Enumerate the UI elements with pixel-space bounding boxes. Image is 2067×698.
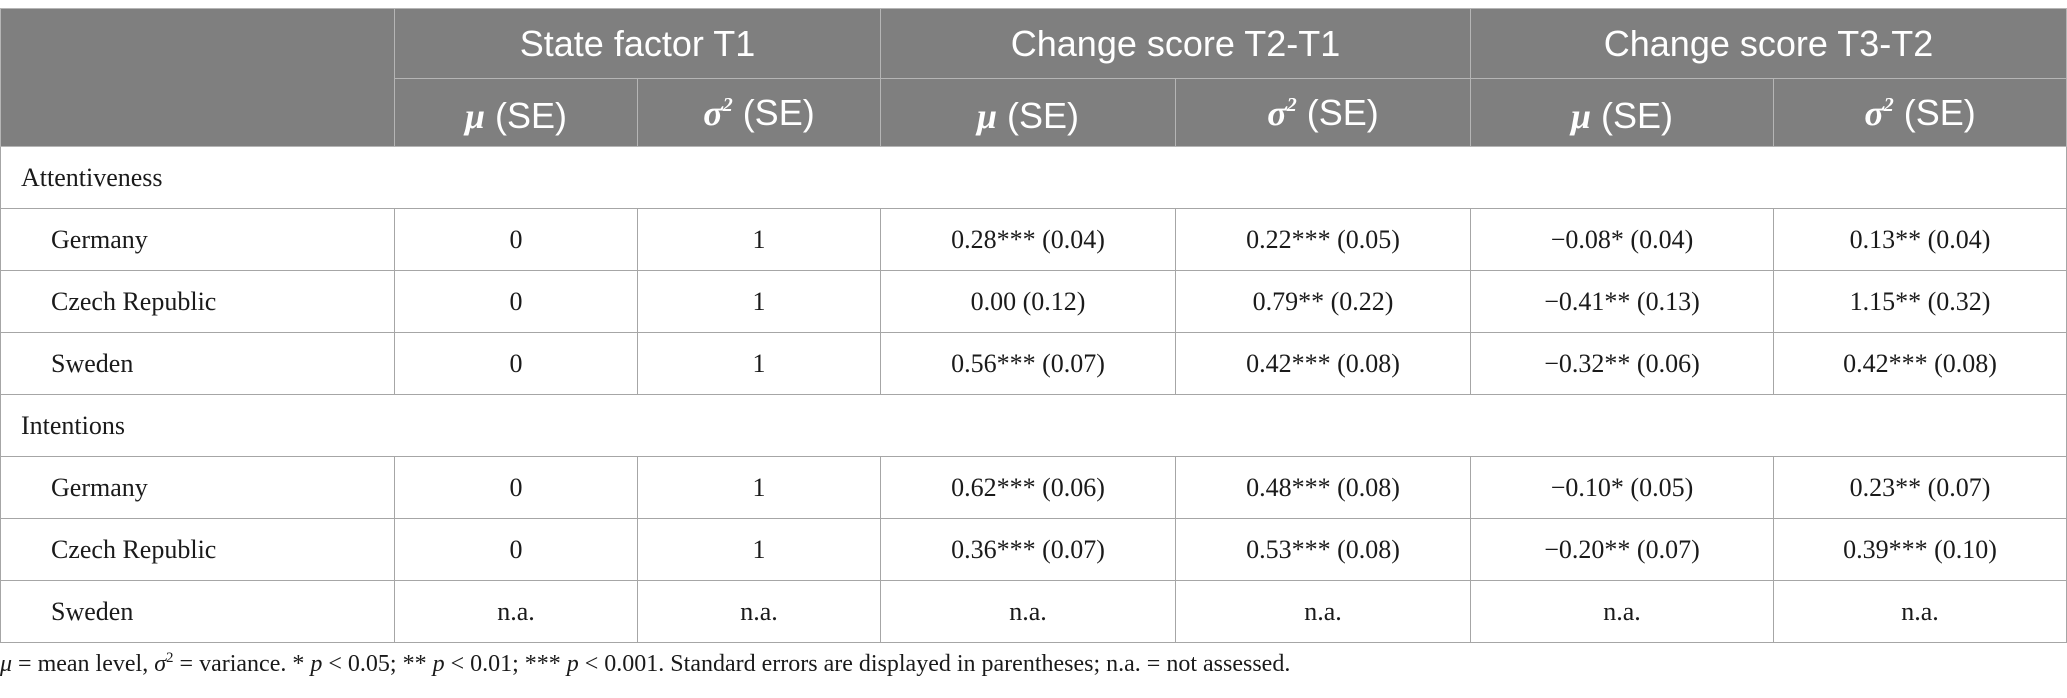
value-cell: 0.42*** (0.08) — [1773, 332, 2067, 395]
country-cell: Sweden — [0, 332, 395, 395]
value-cell: 0.79** (0.22) — [1174, 270, 1472, 333]
table-row: Germany 0 1 0.62*** (0.06) 0.48*** (0.08… — [0, 456, 2067, 519]
header-corner — [0, 8, 395, 147]
stat-header: σ2 (SE) — [1174, 78, 1472, 147]
value-cell: 0 — [394, 518, 638, 581]
value-cell: −0.32** (0.06) — [1470, 332, 1775, 395]
table-row: Sweden n.a. n.a. n.a. n.a. n.a. n.a. — [0, 580, 2067, 643]
value-cell: n.a. — [880, 580, 1176, 643]
header-row-stats: μ (SE) σ2 (SE) μ (SE) σ2 (SE) μ (SE) σ2 … — [1, 78, 2067, 147]
value-cell: 1 — [637, 518, 881, 581]
value-cell: 0 — [394, 208, 638, 271]
value-cell: n.a. — [637, 580, 881, 643]
value-cell: 1 — [637, 208, 881, 271]
value-cell: 0.62*** (0.06) — [880, 456, 1176, 519]
value-cell: n.a. — [1773, 580, 2067, 643]
stat-header: μ (SE) — [394, 78, 638, 147]
stat-header: σ2 (SE) — [1773, 78, 2067, 147]
value-cell: 1 — [637, 456, 881, 519]
section-label: Attentiveness — [0, 146, 2067, 209]
value-cell: 0 — [394, 332, 638, 395]
value-cell: 0 — [394, 270, 638, 333]
group-header: Change score T2-T1 — [879, 8, 1472, 79]
section-row: Intentions — [0, 394, 2067, 457]
country-cell: Sweden — [0, 580, 395, 643]
value-cell: 1 — [637, 332, 881, 395]
section-label: Intentions — [0, 394, 2067, 457]
value-cell: −0.08* (0.04) — [1470, 208, 1775, 271]
value-cell: −0.20** (0.07) — [1470, 518, 1775, 581]
value-cell: 1.15** (0.32) — [1773, 270, 2067, 333]
value-cell: n.a. — [1174, 580, 1472, 643]
country-cell: Germany — [0, 208, 395, 271]
value-cell: 0.22*** (0.05) — [1174, 208, 1472, 271]
stat-header: μ (SE) — [880, 78, 1176, 147]
country-cell: Germany — [0, 456, 395, 519]
group-header: Change score T3-T2 — [1470, 8, 2067, 79]
value-cell: 0.36*** (0.07) — [880, 518, 1176, 581]
value-cell: 1 — [637, 270, 881, 333]
value-cell: 0.48*** (0.08) — [1174, 456, 1472, 519]
results-table: State factor T1 Change score T2-T1 Chang… — [0, 8, 2067, 643]
value-cell: 0.53*** (0.08) — [1174, 518, 1472, 581]
country-cell: Czech Republic — [0, 518, 395, 581]
group-header: State factor T1 — [394, 8, 881, 79]
value-cell: 0 — [394, 456, 638, 519]
table-row: Germany 0 1 0.28*** (0.04) 0.22*** (0.05… — [0, 208, 2067, 271]
table-row: Czech Republic 0 1 0.36*** (0.07) 0.53**… — [0, 518, 2067, 581]
value-cell: 0.23** (0.07) — [1773, 456, 2067, 519]
value-cell: n.a. — [1470, 580, 1775, 643]
stat-header: σ2 (SE) — [637, 78, 881, 147]
table-row: Czech Republic 0 1 0.00 (0.12) 0.79** (0… — [0, 270, 2067, 333]
value-cell: 0.00 (0.12) — [880, 270, 1176, 333]
stat-header: μ (SE) — [1470, 78, 1775, 147]
table-footnote: μ = mean level, σ2 = variance. * p < 0.0… — [0, 650, 1291, 678]
value-cell: 0.39*** (0.10) — [1773, 518, 2067, 581]
header-row-groups: State factor T1 Change score T2-T1 Chang… — [0, 8, 2067, 147]
value-cell: 0.13** (0.04) — [1773, 208, 2067, 271]
value-cell: 0.28*** (0.04) — [880, 208, 1176, 271]
value-cell: 0.42*** (0.08) — [1174, 332, 1472, 395]
value-cell: −0.10* (0.05) — [1470, 456, 1775, 519]
value-cell: 0.56*** (0.07) — [880, 332, 1176, 395]
country-cell: Czech Republic — [0, 270, 395, 333]
value-cell: n.a. — [394, 580, 638, 643]
value-cell: −0.41** (0.13) — [1470, 270, 1775, 333]
table-row: Sweden 0 1 0.56*** (0.07) 0.42*** (0.08)… — [0, 332, 2067, 395]
section-row: Attentiveness — [0, 146, 2067, 209]
